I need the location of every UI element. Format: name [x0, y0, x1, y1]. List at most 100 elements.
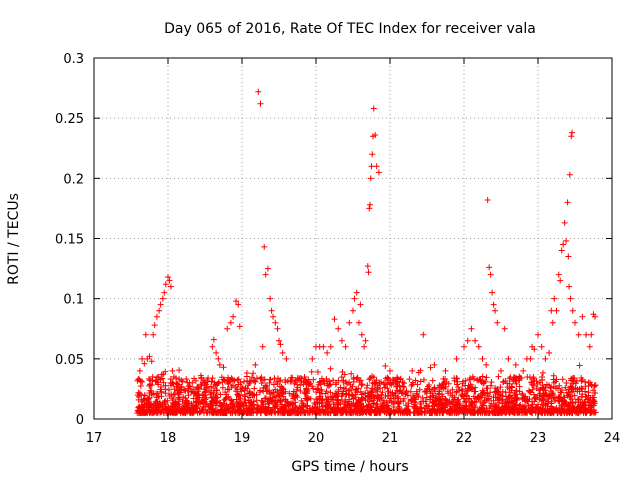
background-point [429, 377, 436, 384]
background-point [235, 399, 242, 406]
background-point [155, 373, 162, 380]
background-point [272, 386, 279, 393]
background-point [210, 398, 217, 405]
background-point [149, 377, 156, 384]
background-point [369, 389, 376, 396]
background-point [138, 397, 145, 404]
data-point [156, 307, 163, 314]
x-tick-label: 21 [382, 431, 399, 446]
data-point [370, 105, 377, 112]
background-point [214, 380, 221, 387]
background-point [282, 377, 289, 384]
background-point [488, 379, 495, 386]
background-point [378, 394, 385, 401]
background-point [349, 392, 356, 399]
background-point [262, 409, 269, 416]
x-tick-label: 17 [86, 431, 103, 446]
background-point [201, 394, 208, 401]
background-point [492, 401, 499, 408]
background-point [559, 376, 566, 383]
background-point [357, 388, 364, 395]
data-point [151, 322, 158, 329]
background-point [300, 401, 307, 408]
background-point [541, 406, 548, 413]
background-point [257, 406, 264, 413]
data-point [224, 325, 231, 332]
background-point [135, 389, 142, 396]
background-point [462, 382, 469, 389]
background-point [362, 390, 369, 397]
data-point [166, 277, 173, 284]
background-point [569, 400, 576, 407]
background-point [542, 387, 549, 394]
data-point [409, 367, 416, 374]
data-point [489, 289, 496, 296]
data-point [588, 331, 595, 338]
data-point [236, 323, 243, 330]
data-point [535, 331, 541, 338]
background-point [205, 403, 212, 410]
background-point [308, 368, 315, 375]
background-point [483, 385, 490, 392]
background-point [226, 386, 233, 393]
background-point [301, 374, 308, 381]
background-point [507, 408, 514, 415]
scatter-points [136, 88, 598, 380]
data-point [150, 331, 157, 338]
background-point [212, 402, 219, 409]
data-point [461, 343, 467, 350]
background-point [234, 376, 241, 383]
background-point [366, 398, 373, 405]
background-point [200, 409, 207, 416]
background-point [175, 390, 182, 397]
background-point [198, 374, 205, 381]
background-point [258, 380, 265, 387]
x-tick-label: 19 [234, 431, 251, 446]
background-point [379, 389, 386, 396]
data-point [230, 313, 237, 320]
background-point [495, 373, 502, 380]
background-point [264, 398, 271, 405]
data-point [563, 237, 570, 244]
data-point [209, 343, 216, 350]
background-point [304, 402, 311, 409]
background-point [424, 403, 431, 410]
background-point [249, 390, 256, 397]
background-point [288, 374, 295, 381]
background-point [144, 395, 151, 402]
background-point [272, 409, 279, 416]
background-point [423, 394, 430, 401]
background-point [359, 409, 366, 416]
data-point [586, 343, 593, 350]
x-tick-label: 18 [160, 431, 177, 446]
background-point [505, 393, 512, 400]
background-point [411, 395, 418, 402]
background-point [373, 401, 380, 408]
background-point [233, 388, 240, 395]
background-point [208, 378, 215, 385]
background-point [522, 393, 529, 400]
background-point [387, 379, 394, 386]
data-point [557, 277, 564, 284]
background-point [397, 398, 404, 405]
background-point [460, 407, 467, 414]
background-point [401, 380, 408, 387]
background-point [435, 390, 442, 397]
background-point [535, 401, 542, 408]
background-point [578, 375, 585, 382]
background-point [162, 368, 169, 375]
background-point [466, 376, 473, 383]
background-point [532, 408, 539, 415]
background-point [175, 381, 182, 388]
background-point [155, 393, 162, 400]
background-point [211, 379, 218, 386]
background-point [195, 390, 202, 397]
data-point [268, 307, 275, 314]
background-point [565, 406, 572, 413]
background-point [341, 371, 348, 378]
background-point [223, 391, 230, 398]
background-point [313, 386, 320, 393]
data-point [367, 175, 374, 182]
background-point [398, 389, 405, 396]
background-point [437, 395, 444, 402]
